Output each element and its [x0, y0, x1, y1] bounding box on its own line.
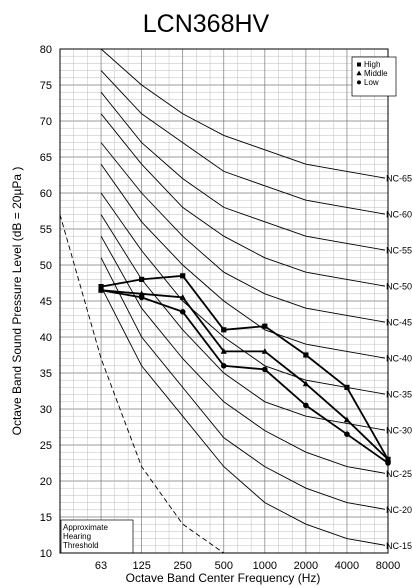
nc-curve-label: NC-35	[386, 390, 412, 400]
y-tick-label: 70	[40, 116, 52, 128]
x-tick-label: 125	[132, 560, 150, 572]
data-point-triangle	[343, 416, 351, 423]
nc-curve-label: NC-60	[386, 210, 412, 220]
nc-curve-label: NC-20	[386, 505, 412, 515]
nc-label-bg	[385, 389, 412, 400]
data-point-square	[262, 323, 268, 329]
legend-marker-circle	[357, 80, 361, 85]
data-point-triangle	[302, 380, 309, 387]
nc-curve	[100, 163, 388, 360]
nc-curve-label: NC-15	[386, 541, 412, 551]
data-point-circle	[98, 287, 104, 294]
plot-area	[60, 49, 388, 553]
series-line	[100, 274, 389, 460]
nc-curve-label: NC-25	[386, 469, 412, 479]
data-point-triangle	[261, 348, 268, 354]
data-point-triangle	[138, 290, 145, 297]
series-low	[98, 287, 391, 466]
series-line	[100, 289, 389, 464]
y-tick-label: 30	[40, 404, 52, 416]
nc-curve-label: NC-45	[386, 318, 412, 328]
data-point-circle	[344, 431, 350, 438]
series-middle	[97, 286, 392, 462]
x-tick-label: 8000	[376, 560, 400, 572]
y-tick-label: 15	[40, 512, 52, 524]
nc-curve	[100, 70, 388, 216]
x-tick-label: 250	[174, 560, 192, 572]
x-tick-label: 500	[215, 560, 233, 572]
legend-label: Low	[364, 78, 379, 87]
y-tick-label: 20	[40, 476, 52, 488]
y-tick-label: 60	[40, 188, 52, 200]
nc-curve-label: NC-65	[386, 174, 412, 184]
nc-label-bg	[385, 504, 412, 515]
nc-curve	[100, 286, 388, 547]
nc-label-bg	[385, 317, 412, 328]
data-point-square	[180, 273, 186, 279]
y-tick-label: 80	[40, 44, 52, 56]
x-tick-label: 2000	[294, 560, 318, 572]
data-point-triangle	[220, 348, 227, 354]
data-point-circle	[220, 363, 227, 369]
data-point-circle	[262, 366, 268, 373]
y-tick-label: 55	[40, 224, 52, 236]
nc-curve-label: NC-30	[386, 426, 412, 436]
y-tick-label: 35	[40, 368, 52, 380]
x-tick-label: 63	[95, 560, 107, 572]
data-point-circle	[138, 294, 145, 301]
nc-curve-label: NC-40	[386, 354, 412, 364]
hearing-threshold-label: Threshold	[63, 541, 99, 550]
nc-label-bg	[385, 209, 412, 220]
hearing-threshold-label: Hearing	[63, 532, 91, 541]
data-point-circle	[303, 402, 309, 409]
nc-label-bg	[385, 173, 412, 184]
y-tick-label: 75	[40, 80, 52, 92]
x-axis-label: Octave Band Center Frequency (Hz)	[126, 571, 321, 585]
legend-marker-square	[357, 62, 361, 67]
nc-curve	[100, 113, 388, 288]
series-line	[101, 289, 389, 461]
nc-label-bg	[385, 540, 412, 551]
nc-curve	[100, 257, 388, 511]
data-point-square	[139, 276, 145, 282]
legend	[351, 56, 397, 97]
legend-label: Middle	[364, 69, 388, 78]
nc-curve	[100, 142, 388, 324]
nc-curve	[100, 214, 388, 432]
nc-curve	[100, 91, 388, 252]
data-point-triangle	[179, 294, 186, 300]
y-tick-label: 65	[40, 152, 52, 164]
data-point-circle	[179, 309, 186, 315]
chart-title: LCN368HV	[142, 10, 270, 38]
nc-curve	[100, 49, 388, 180]
y-tick-label: 10	[40, 548, 52, 560]
y-tick-label: 40	[40, 332, 52, 344]
y-axis-label: Octave Band Sound Pressure Level (dB = 2…	[10, 167, 24, 436]
data-point-square	[303, 352, 309, 358]
hearing-threshold-curve	[60, 214, 225, 553]
legend-label: High	[364, 60, 380, 69]
y-tick-label: 45	[40, 296, 52, 308]
nc-label-bg	[385, 425, 412, 436]
nc-curve-label: NC-50	[386, 282, 412, 292]
nc-curve	[100, 235, 388, 475]
nc-label-bg	[385, 281, 412, 292]
plot-frame	[59, 48, 389, 554]
nc-label-bg	[385, 245, 412, 256]
data-point-square	[221, 327, 227, 333]
legend-marker-triangle	[356, 70, 362, 76]
hearing-threshold-label: Approximate	[63, 523, 108, 532]
x-tick-label: 4000	[335, 560, 359, 572]
nc-curve-label: NC-55	[386, 246, 412, 256]
x-tick-label: 1000	[253, 560, 277, 572]
y-tick-label: 25	[40, 440, 52, 452]
nc-label-bg	[385, 353, 412, 364]
data-point-square	[98, 284, 104, 290]
nc-label-bg	[385, 468, 412, 479]
y-tick-label: 50	[40, 260, 52, 272]
data-point-square	[344, 384, 350, 390]
